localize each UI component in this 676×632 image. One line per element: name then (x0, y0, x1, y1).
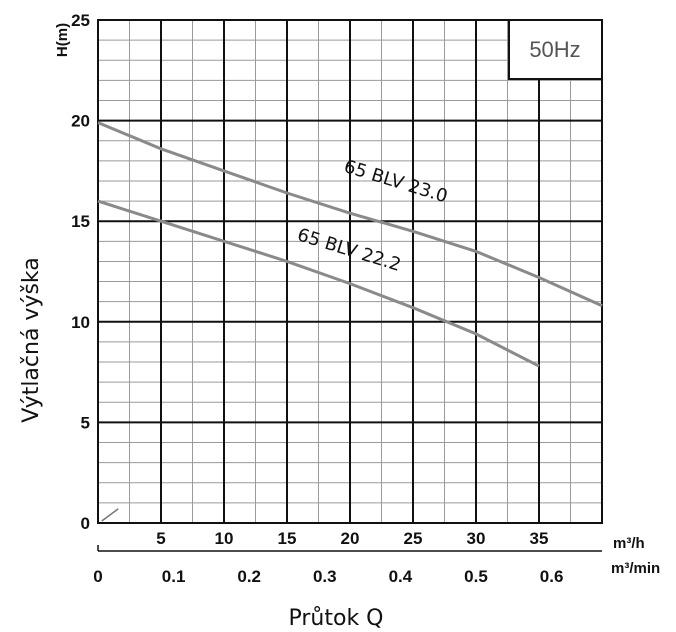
series-line-2 (97, 199, 540, 368)
plot-frame (97, 19, 603, 524)
origin-mark (101, 508, 119, 522)
major-grid (97, 19, 603, 524)
x-tick-label-m3h: 20 (341, 529, 360, 548)
y-tick-label: 20 (71, 112, 90, 131)
y-tick-label: 25 (71, 11, 90, 30)
x-unit-secondary: m³/min (611, 560, 660, 577)
x-tick-label-m3min: 0.1 (162, 567, 186, 586)
x-unit-primary: m³/h (613, 535, 645, 552)
frequency-badge: 50Hz (529, 37, 580, 62)
y-axis-title: Výtlačná výška (19, 257, 44, 423)
ticks-layer: 0 5 10 15 20 25 5 10 15 20 25 30 35 0 0.1 0.2 0.3 0.4 0.5 0… (71, 11, 602, 586)
x-tick-label-m3h: 35 (530, 529, 549, 548)
x-axis-title: Průtok Q (288, 606, 383, 631)
x-tick-label-m3min: 0.2 (237, 567, 261, 586)
series-line-1 (97, 121, 603, 308)
x-tick-label-m3h: 10 (215, 529, 234, 548)
series-label-1: 65 BLV 23.0 (341, 156, 450, 207)
y-tick-label: 10 (71, 313, 90, 332)
x-tick-label-m3h: 30 (467, 529, 486, 548)
x-tick-label-m3min: 0.6 (540, 567, 564, 586)
y-axis-unit-label: H(m) (54, 23, 71, 57)
x-tick-label-m3min: 0.3 (313, 567, 337, 586)
x-tick-label-m3h: 5 (156, 529, 165, 548)
y-tick-label: 0 (81, 514, 90, 533)
x-tick-label-m3min: 0 (93, 567, 102, 586)
y-tick-label: 5 (81, 413, 90, 432)
x-tick-label-m3h: 15 (278, 529, 297, 548)
frequency-badge-box (508, 19, 603, 80)
x-tick-label-m3min: 0.5 (464, 567, 488, 586)
x-tick-label-m3h: 25 (404, 529, 423, 548)
x-tick-label-m3min: 0.4 (389, 567, 413, 586)
y-tick-label: 15 (71, 212, 90, 231)
